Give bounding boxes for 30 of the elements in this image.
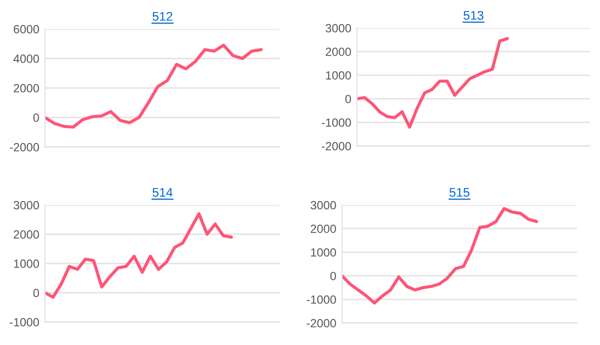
chart-title: 515 <box>450 188 470 197</box>
y-tick-label: 0 <box>330 272 336 280</box>
chart-title: 513 <box>464 10 484 20</box>
y-tick-label: 2000 <box>14 230 39 239</box>
y-tick-label: 3000 <box>14 201 39 210</box>
chart-title: 514 <box>152 188 173 197</box>
y-tick-label: -2000 <box>10 143 39 152</box>
y-tick-label: 2000 <box>326 48 351 56</box>
y-tick-label: 1000 <box>326 71 351 80</box>
y-tick-label: 0 <box>33 288 39 298</box>
chart-title: 512 <box>152 12 172 21</box>
y-tick-label: 6000 <box>14 25 39 34</box>
line-series <box>342 207 538 304</box>
y-tick-label: -1000 <box>10 318 39 326</box>
y-tick-label: 4000 <box>13 54 39 63</box>
y-tick-label: 3000 <box>310 201 336 210</box>
y-tick-label: 1000 <box>311 248 336 257</box>
y-tick-label: 0 <box>33 114 39 122</box>
y-tick-label: -1000 <box>306 295 336 304</box>
y-tick-label: 1000 <box>14 260 39 268</box>
y-tick-label: -2000 <box>322 142 351 150</box>
y-tick-label: -2000 <box>306 319 336 328</box>
y-tick-label: 0 <box>345 94 351 104</box>
line-series <box>45 44 263 129</box>
y-tick-label: -1000 <box>322 118 351 127</box>
line-series <box>45 212 233 299</box>
y-tick-label: 2000 <box>14 84 39 92</box>
y-tick-label: 2000 <box>310 224 336 233</box>
y-tick-label: 3000 <box>326 24 351 32</box>
line-series <box>357 37 509 129</box>
